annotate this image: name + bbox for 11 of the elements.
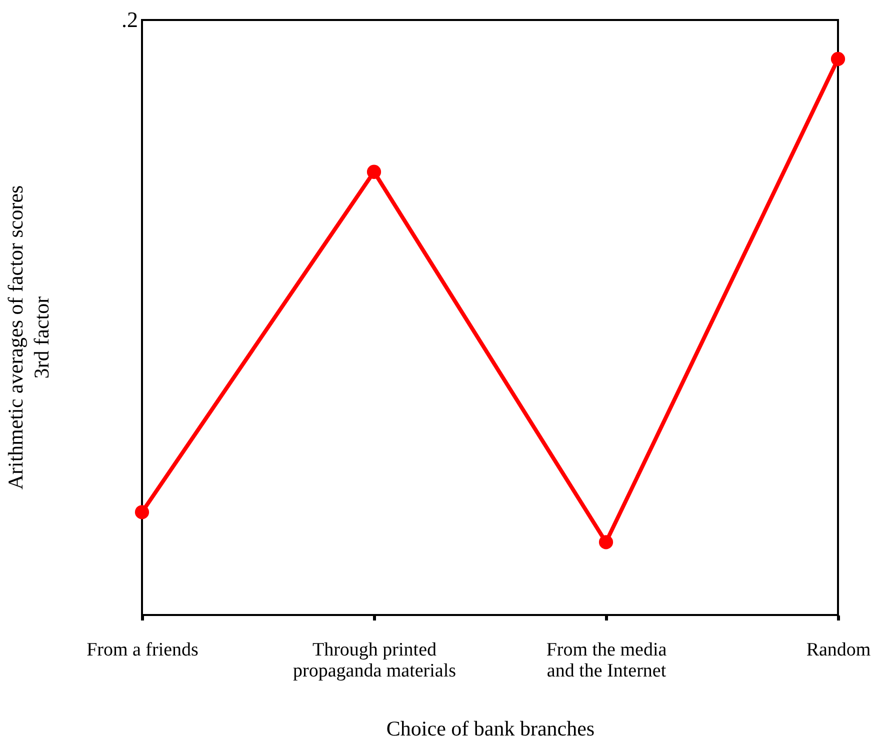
x-tick-label: From a friends [86,640,198,660]
y-axis-title: Arithmetic averages of factor scores 3rd factor [4,185,54,490]
x-tick-label: Random [806,640,871,660]
point [598,535,614,550]
x-tick-label: Through printed propaganda materials [292,640,456,682]
point [830,52,846,66]
x-tick-label: From the media and the Internet [546,640,668,682]
point [366,164,382,179]
point [134,505,150,520]
x-axis-title: Choice of bank branches [386,716,595,740]
text: .2 [122,7,138,32]
